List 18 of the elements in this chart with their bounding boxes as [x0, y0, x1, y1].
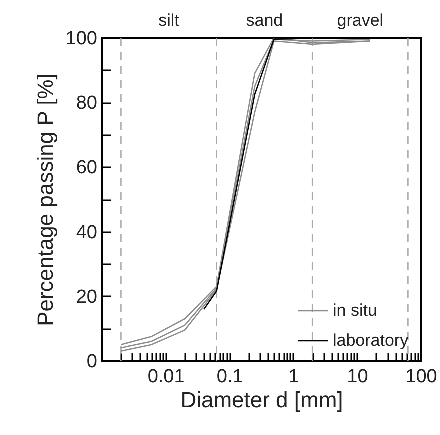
- y-axis-title: Percentage passing P [%]: [32, 74, 58, 326]
- x-tick-label: 10: [347, 366, 368, 388]
- x-tick-label: 1: [288, 366, 300, 388]
- text: silt: [158, 11, 180, 30]
- x-tick-label: 0.01: [148, 366, 185, 388]
- text: sand: [246, 11, 284, 30]
- y-tick-label: 0: [86, 352, 98, 372]
- y-tick-label: 20: [76, 286, 98, 308]
- text: gravel: [337, 11, 384, 30]
- y-tick-label: 60: [76, 158, 98, 179]
- legend-label: in situ: [333, 301, 378, 320]
- x-tick-label: 0.1: [216, 366, 244, 388]
- y-tick-label: 40: [76, 222, 98, 244]
- legend-label: laboratory: [333, 331, 410, 350]
- x-tick-label: 100: [406, 366, 438, 388]
- y-tick-label: 100: [66, 28, 98, 50]
- y-tick-label: 80: [76, 93, 98, 114]
- x-axis-title: Diameter d [mm]: [180, 388, 344, 412]
